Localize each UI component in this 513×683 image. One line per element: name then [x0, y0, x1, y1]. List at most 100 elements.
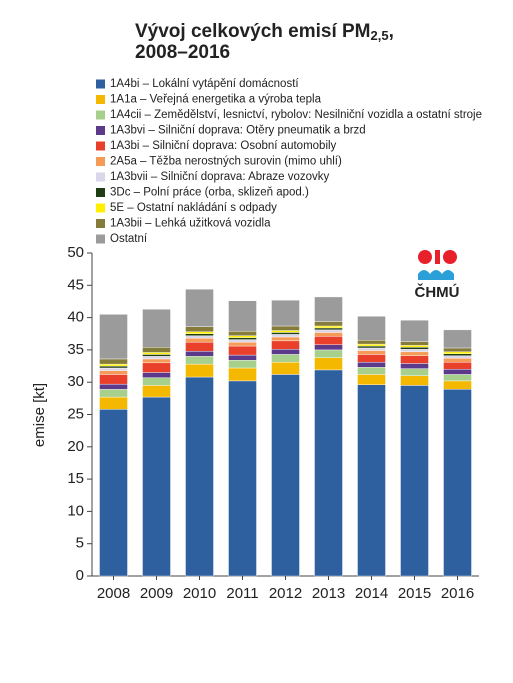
legend-swatch [96, 79, 105, 89]
bar-segment [443, 347, 472, 353]
bar-segment [400, 355, 429, 364]
bar-segment [185, 338, 214, 343]
bar-segment [142, 362, 171, 373]
bar-segment [314, 296, 343, 322]
bar-segment [400, 368, 429, 376]
bar-segment [357, 384, 386, 577]
x-tick-label: 2010 [183, 585, 216, 602]
legend-label: 5E – Ostatní nakládání s odpady [110, 202, 277, 214]
bar-segment [228, 367, 257, 382]
legend-swatch [96, 126, 105, 135]
bar-segment [99, 374, 128, 385]
bar-segment [228, 300, 257, 332]
bar-segment [314, 332, 343, 337]
bar-segment [400, 385, 429, 577]
bar-segment [271, 332, 300, 335]
bar-segment [357, 316, 386, 341]
bar-segment [228, 360, 257, 369]
legend-label: 2A5a – Těžba nerostných surovin (mimo uh… [110, 156, 342, 168]
bar-segment [99, 358, 128, 365]
bar-segment [185, 288, 214, 327]
y-tick-label: 20 [67, 438, 84, 455]
bar-segment [142, 354, 171, 357]
bar-segment [400, 347, 429, 350]
bar-segment [314, 327, 343, 331]
bar-segment [228, 339, 257, 343]
bar-segment [443, 374, 472, 382]
bar-segment [228, 345, 257, 356]
legend-swatch [96, 234, 105, 244]
bar-segment [271, 330, 300, 333]
bar-segment [142, 309, 171, 348]
bar-segment [357, 350, 386, 355]
bar-segment [228, 330, 257, 336]
x-tick-label: 2016 [441, 585, 474, 602]
legend-label: 1A3bii – Lehká užitková vozidla [110, 218, 271, 230]
x-tick-label: 2008 [97, 585, 130, 602]
bar-segment [443, 369, 472, 375]
y-tick-label: 0 [76, 567, 84, 584]
legend-label: 1A3bi – Silniční doprava: Osobní automob… [110, 140, 337, 152]
x-tick-label: 2014 [355, 585, 388, 602]
x-tick-label: 2012 [269, 585, 302, 602]
bar-segment [99, 396, 128, 410]
legend-swatch [96, 172, 105, 182]
bar-segment [357, 354, 386, 363]
bar-segment [185, 356, 214, 365]
bar-segment [443, 355, 472, 359]
bar-segment [99, 367, 128, 371]
bar-segment [357, 345, 386, 349]
bar-segment [314, 369, 343, 577]
bar-segment [357, 361, 386, 368]
bar-segment [142, 356, 171, 360]
bar-segment [271, 334, 300, 338]
y-tick-label: 40 [67, 309, 84, 326]
bar-segment [228, 335, 257, 338]
bar-segment [400, 319, 429, 342]
y-tick-label: 25 [67, 405, 84, 422]
bar-segment [185, 376, 214, 577]
legend-swatch [96, 188, 105, 197]
bar-segment [142, 396, 171, 577]
x-tick-label: 2015 [398, 585, 431, 602]
bar-segment [185, 333, 214, 336]
bar-segment [357, 374, 386, 385]
bar-segment [314, 357, 343, 371]
bar-segment [400, 375, 429, 386]
bar-segment [271, 354, 300, 363]
y-axis-label: emise [kt] [31, 383, 48, 447]
bar-segment [142, 377, 171, 386]
bar-segment [99, 363, 128, 367]
bar-segment [271, 361, 300, 375]
bar-segment [443, 351, 472, 354]
bar-segment [99, 389, 128, 398]
bar-segment [357, 343, 386, 347]
chart-subtitle: 2008–2016 [135, 42, 230, 63]
bar-segment [142, 372, 171, 378]
bar-segment [185, 363, 214, 378]
bar-segment [357, 347, 386, 351]
legend-label: 1A3bvi – Silniční doprava: Otěry pneumat… [110, 125, 366, 137]
legend-swatch [96, 110, 105, 120]
chart-title: Vývoj celkových emisí PM2,5, [135, 21, 394, 43]
y-tick-label: 50 [67, 244, 84, 261]
bar-segment [228, 380, 257, 577]
legend-label: Ostatní [110, 233, 148, 245]
bar-segment [228, 354, 257, 361]
bar-segment [271, 349, 300, 355]
y-tick-label: 15 [67, 470, 84, 487]
bar-segment [357, 367, 386, 375]
legend-swatch [96, 95, 105, 104]
bar-segment [314, 349, 343, 358]
bar-segment [99, 314, 128, 360]
bar-segment [142, 347, 171, 353]
bar-segment [314, 325, 343, 329]
bar-segment [314, 321, 343, 327]
legend-label: 1A3bvii – Silniční doprava: Abraze vozov… [110, 171, 330, 183]
bar-segment [142, 358, 171, 364]
logo: ČHMÚ [415, 250, 460, 301]
legend-swatch [96, 203, 105, 213]
bar-segment [271, 336, 300, 342]
legend-swatch [96, 157, 105, 166]
